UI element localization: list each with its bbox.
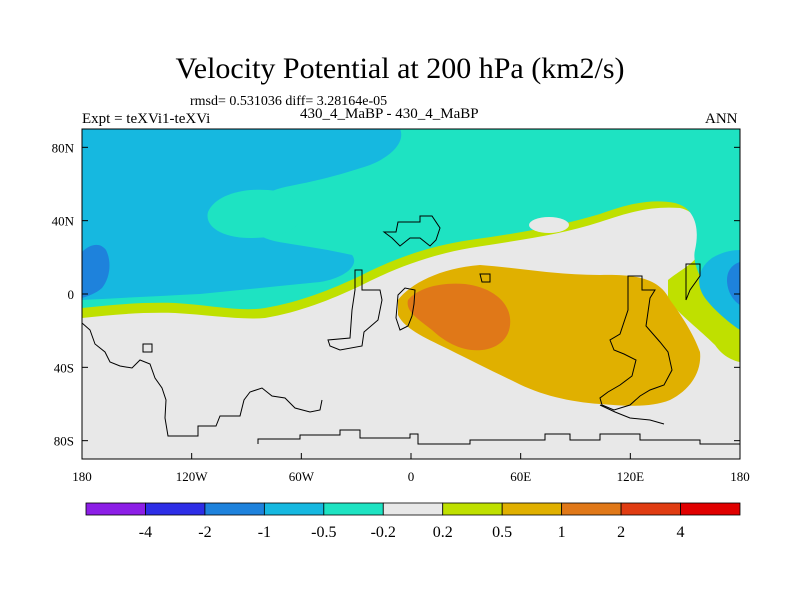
field-level-neg-0.2-lobe — [207, 189, 302, 238]
x-tick-label: 180 — [72, 469, 92, 484]
coastline-island-west — [142, 343, 153, 353]
colorbar-swatch — [620, 502, 681, 516]
x-tick-label: 180 — [730, 469, 750, 484]
y-tick-label: 80N — [52, 140, 75, 155]
case-label: 430_4_MaBP - 430_4_MaBP — [300, 106, 479, 122]
coastline-east-africa — [479, 273, 491, 283]
colorbar: -4 -2 -1 -0.5 -0.2 0.2 0.5 1 2 4 — [85, 502, 741, 541]
colorbar-label: -2 — [198, 524, 211, 541]
y-tick-label: 80S — [54, 434, 74, 449]
colorbar-label: -0.2 — [371, 524, 396, 541]
x-tick-label: 60E — [510, 469, 531, 484]
x-tick-label: 0 — [408, 469, 415, 484]
y-tick-label: 40N — [52, 214, 75, 229]
colorbar-label: -4 — [139, 524, 152, 541]
y-tick-label: 40S — [54, 360, 74, 375]
x-tick-label: 120W — [176, 469, 209, 484]
experiment-label: Expt = teXVi1-teXVi — [82, 111, 211, 127]
stats-label: rmsd= 0.531036 diff= 3.28164e-05 — [190, 94, 388, 109]
coastline-antarctica — [257, 429, 740, 445]
colorbar-swatch — [323, 502, 384, 516]
colorbar-swatch — [85, 502, 146, 516]
colorbar-swatch — [263, 502, 325, 516]
colorbar-swatch — [680, 502, 741, 516]
colorbar-label: 1 — [558, 524, 566, 541]
coastline-island-east — [685, 263, 701, 301]
colorbar-swatch — [561, 502, 622, 516]
colorbar-label: 4 — [677, 524, 685, 541]
contour-field — [82, 129, 740, 459]
coastline-australia — [599, 275, 673, 411]
field-level-1-2 — [407, 283, 511, 351]
colorbar-label: 0.5 — [492, 524, 512, 541]
x-axis: 180 120W 60W 0 60E 120E 180 — [72, 453, 750, 484]
y-axis: 80N 40N 0 40S 80S — [52, 140, 740, 449]
coastline-south-america — [82, 322, 323, 437]
colorbar-label: 2 — [617, 524, 625, 541]
coastlines — [82, 215, 740, 445]
colorbar-swatch — [204, 502, 265, 516]
colorbar-label: 0.2 — [433, 524, 453, 541]
y-tick-label: 0 — [68, 287, 75, 302]
season-label: ANN — [705, 111, 738, 127]
coastline-africa — [327, 269, 383, 351]
x-tick-label: 120E — [617, 469, 645, 484]
field-level-neg-1-west — [82, 244, 110, 298]
x-tick-label: 60W — [289, 469, 315, 484]
colorbar-swatch — [382, 502, 444, 516]
colorbar-swatch — [501, 502, 563, 516]
coastline-eurasia — [382, 215, 441, 247]
colorbar-label: -0.5 — [311, 524, 336, 541]
coastline-arabia — [395, 287, 416, 331]
chart-title: Velocity Potential at 200 hPa (km2/s) — [175, 52, 625, 85]
coastline-new-zealand — [599, 404, 665, 425]
field-island-grey — [529, 217, 569, 233]
colorbar-swatch — [145, 502, 206, 516]
colorbar-swatch — [442, 502, 503, 516]
colorbar-label: -1 — [258, 524, 271, 541]
